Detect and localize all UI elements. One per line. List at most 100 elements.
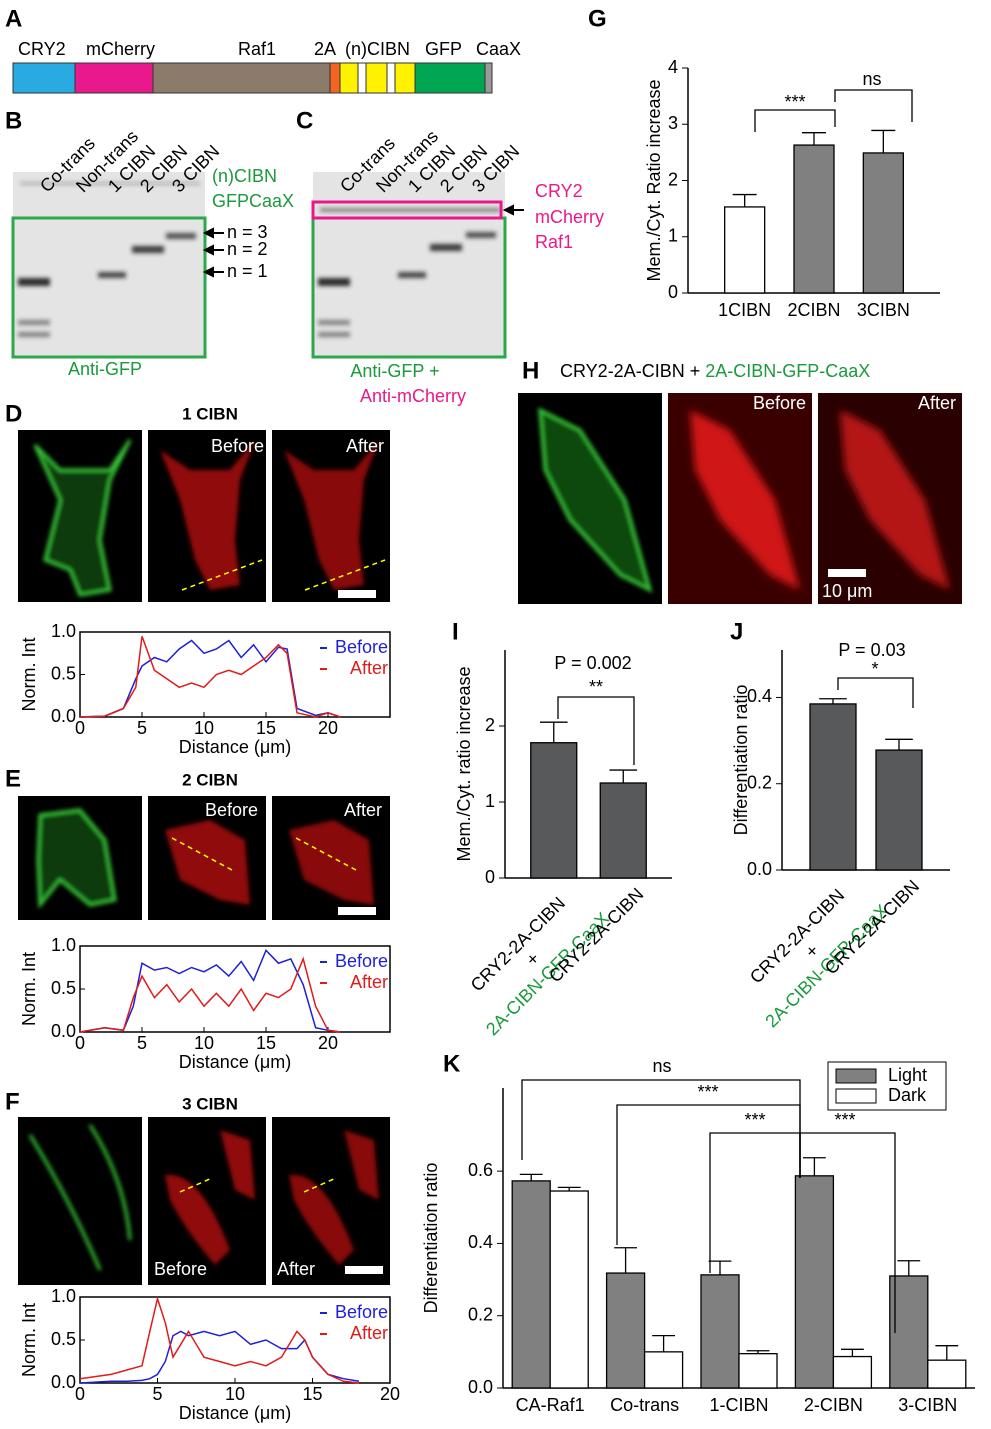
y-tick-label: 0 xyxy=(668,282,678,302)
micrograph xyxy=(518,393,962,604)
legend-label: After xyxy=(350,972,388,992)
significance-bracket xyxy=(799,1132,896,1333)
blot-label: Raf1 xyxy=(535,232,573,252)
image-label: After xyxy=(277,1259,315,1279)
x-tick-label: 2-CIBN xyxy=(804,1395,863,1415)
x-tick-label: 20 xyxy=(318,1033,338,1053)
y-axis-label: Differentiation ratio xyxy=(421,1163,441,1314)
x-tick-label: 5 xyxy=(137,1033,147,1053)
panel-letter: B xyxy=(5,107,22,134)
title-part: 2A-CIBN-GFP-CaaX xyxy=(705,361,870,381)
legend-label: After xyxy=(350,1323,388,1343)
panel-title: 3 CIBN xyxy=(182,1094,238,1113)
y-axis-label: Mem./Cyt. Ratio increase xyxy=(644,79,664,281)
panel-letter: H xyxy=(522,357,539,384)
x-tick-label: CA-Raf1 xyxy=(516,1395,585,1415)
panel-letter: I xyxy=(452,618,459,645)
y-tick-label: 3 xyxy=(668,113,678,133)
blot-caption: Anti-GFP + xyxy=(350,361,439,381)
bar xyxy=(643,1351,684,1389)
y-tick-label: 0.0 xyxy=(51,706,76,726)
significance-bracket xyxy=(837,677,914,708)
legend-swatch xyxy=(835,1088,877,1104)
x-tick-label: 1CIBN xyxy=(718,300,771,320)
bar xyxy=(927,1359,967,1389)
title-part: CRY2-2A-CIBN + xyxy=(560,361,705,381)
image-label: Before xyxy=(154,1259,207,1279)
y-axis-label: Mem./Cyt. ratio increase xyxy=(454,666,474,861)
annotation: *** xyxy=(744,1110,765,1130)
y-tick-label: 0.0 xyxy=(51,1021,76,1041)
panel-letter: G xyxy=(588,5,607,32)
panel-letter: F xyxy=(5,1088,20,1115)
x-tick-label: 10 xyxy=(194,1033,214,1053)
blot-label: (n)CIBN xyxy=(212,166,277,186)
error-bar xyxy=(732,193,757,207)
y-tick-label: 2 xyxy=(485,715,495,735)
error-bar xyxy=(802,132,826,146)
construct-label: mCherry xyxy=(86,39,155,59)
x-tick-label: 5 xyxy=(152,1384,162,1404)
error-bar xyxy=(708,1260,732,1275)
y-tick-label: 0.6 xyxy=(468,1160,493,1180)
x-tick-label: 10 xyxy=(194,718,214,738)
bar xyxy=(875,749,923,871)
bar xyxy=(530,742,578,879)
construct-label: 2A xyxy=(314,39,336,59)
blot xyxy=(11,172,224,359)
x-tick-label: 0 xyxy=(75,1033,85,1053)
data-line xyxy=(79,956,341,1033)
error-bar xyxy=(897,1260,921,1276)
error-bar xyxy=(609,769,638,783)
blot-caption: Anti-GFP xyxy=(68,359,142,379)
blot xyxy=(311,172,524,359)
legend-swatch xyxy=(835,1068,877,1084)
panel-letter: J xyxy=(730,618,743,645)
error-bar xyxy=(614,1247,637,1274)
image-label: After xyxy=(344,800,382,820)
construct-label: Raf1 xyxy=(238,39,276,59)
y-tick-label: 1 xyxy=(485,791,495,811)
micrograph xyxy=(18,430,390,602)
annotation: * xyxy=(871,659,878,679)
x-tick-label: 3-CIBN xyxy=(898,1395,957,1415)
x-tick-label: Co-trans xyxy=(610,1395,679,1415)
x-tick-label: 0 xyxy=(75,1384,85,1404)
legend-label: Before xyxy=(335,637,388,657)
annotation: *** xyxy=(784,92,805,112)
bar xyxy=(738,1353,778,1389)
panel-title: 2 CIBN xyxy=(182,770,238,789)
panel-letter: K xyxy=(443,1050,461,1077)
construct-label: CaaX xyxy=(476,39,521,59)
blot-label: CRY2 xyxy=(535,181,583,201)
y-tick-label: 2 xyxy=(668,169,678,189)
y-tick-label: 1.0 xyxy=(51,1286,76,1306)
y-tick-label: 0.5 xyxy=(51,978,76,998)
bar xyxy=(862,152,904,294)
y-axis-label: Differentiation ratio xyxy=(731,685,751,836)
error-bar xyxy=(871,129,896,153)
error-bar xyxy=(557,1186,581,1192)
y-tick-label: 0.0 xyxy=(51,1372,76,1392)
panel-title: CRY2-2A-CIBN + 2A-CIBN-GFP-CaaX xyxy=(560,361,870,381)
y-axis-label: Norm. Int xyxy=(19,1303,39,1377)
error-bar xyxy=(935,1345,959,1361)
y-tick-label: 0.0 xyxy=(468,1377,493,1397)
image-label: After xyxy=(346,436,384,456)
legend-label: Dark xyxy=(888,1085,927,1105)
panel-title: 1 CIBN xyxy=(182,404,238,423)
error-bar xyxy=(539,721,568,743)
blot-label: GFPCaaX xyxy=(212,191,294,211)
image-label: Before xyxy=(753,393,806,413)
x-tick-label: 15 xyxy=(302,1384,322,1404)
error-bar xyxy=(652,1334,675,1352)
bar xyxy=(605,1272,646,1389)
y-tick-label: 0.2 xyxy=(747,772,772,792)
error-bar xyxy=(519,1173,543,1181)
bar xyxy=(794,1175,835,1389)
data-line xyxy=(79,1295,360,1384)
error-bar xyxy=(819,698,847,704)
